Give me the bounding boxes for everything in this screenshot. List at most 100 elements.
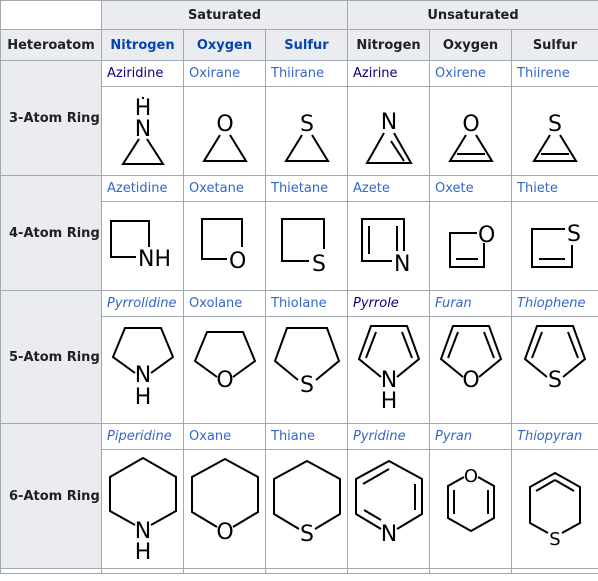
svg-text:N: N [380,522,396,547]
svg-text:H: H [134,385,151,410]
structure-oxete[interactable]: O [429,201,513,291]
svg-text:S: S [300,373,314,398]
group-header-unsaturated: Unsaturated [347,0,598,30]
structure-furan[interactable]: O [429,316,513,424]
link-thiane[interactable]: Thiane [264,423,349,450]
structure-oxetane[interactable]: O [183,201,266,291]
structure-thiirane[interactable]: S [264,86,349,176]
svg-text:O: O [229,249,246,274]
link-oxete[interactable]: Oxete [429,175,513,202]
oxirane-structure-image: O [201,112,248,162]
structure-azetidine[interactable]: NH [101,201,184,291]
column-header-unsat-oxygen: Oxygen [429,29,513,61]
column-header-sat-nitrogen[interactable]: Nitrogen [101,29,184,61]
link-oxirene[interactable]: Oxirene [429,60,513,87]
svg-text:O: O [216,520,233,545]
structure-oxirene[interactable]: O [429,86,513,176]
structure-thiolane[interactable]: S [264,316,349,424]
svg-text:O: O [462,368,479,393]
structure-aziridine[interactable]: H N [101,86,184,176]
structure-oxane[interactable]: O [183,449,266,569]
link-furan[interactable]: Furan [429,290,513,317]
link-thiirene[interactable]: Thiirene [511,60,598,87]
svg-text:N: N [394,252,410,277]
svg-text:S: S [300,112,314,137]
structure-thietane[interactable]: S [264,201,349,291]
svg-text:S: S [549,529,560,550]
structure-thiirene[interactable]: S [511,86,598,176]
svg-text:NH: NH [138,247,171,272]
structure-pyridine[interactable]: N [347,449,431,569]
column-header-unsat-nitrogen: Nitrogen [347,29,431,61]
link-thiolane[interactable]: Thiolane [264,290,349,317]
corner-cell [0,0,102,30]
column-header-sat-sulfur[interactable]: Sulfur [264,29,349,61]
row-header-4-atom-ring: 4-Atom Ring [0,175,102,291]
svg-text:H: H [134,96,151,121]
structure-pyran[interactable]: O [429,449,513,569]
link-oxane[interactable]: Oxane [183,423,266,450]
structure-thiete[interactable]: S [511,201,598,291]
structure-oxirane[interactable]: O [183,86,266,176]
structure-azirine[interactable]: N [347,86,431,176]
svg-text:O: O [462,112,479,137]
structure-thiophene[interactable]: S [511,316,598,424]
thiophene-structure-image: S [523,325,587,393]
svg-text:N: N [380,110,396,135]
oxete-structure-image: O [448,223,495,268]
link-oxolane[interactable]: Oxolane [183,290,266,317]
oxirene-structure-image: O [447,112,494,162]
svg-text:S: S [548,368,562,393]
azirine-structure-image: N [364,110,413,164]
link-pyrrole[interactable]: Pyrrole [347,290,431,317]
link-thiete[interactable]: Thiete [511,175,598,202]
link-oxetane[interactable]: Oxetane [183,175,266,202]
row-header-3-atom-ring: 3-Atom Ring [0,60,102,176]
thiete-structure-image: S [531,222,581,268]
thiirene-structure-image: S [532,112,578,162]
oxolane-structure-image: O [193,331,256,393]
link-azirine[interactable]: Azirine [347,60,431,87]
link-azetidine[interactable]: Azetidine [101,175,184,202]
svg-text:H: H [134,540,151,565]
svg-text:O: O [216,368,233,393]
link-thiophene[interactable]: Thiophene [511,290,598,317]
structure-thiopyran[interactable]: S [511,449,598,569]
link-azete[interactable]: Azete [347,175,431,202]
structure-pyrrole[interactable]: N H [347,316,431,424]
structure-pyrrolidine[interactable]: N H [101,316,184,424]
column-header-sat-oxygen[interactable]: Oxygen [183,29,266,61]
structure-thiane[interactable]: S [264,449,349,569]
svg-text:O: O [478,223,495,248]
svg-text:N: N [380,368,396,393]
structure-oxolane[interactable]: O [183,316,266,424]
link-piperidine[interactable]: Piperidine [101,423,184,450]
thietane-structure-image: S [280,218,325,277]
cut-off-row [0,568,102,574]
svg-text:O: O [463,466,477,487]
link-aziridine[interactable]: Aziridine [101,60,184,87]
structure-piperidine[interactable]: N H [101,449,184,569]
pyrrolidine-structure-image: N H [111,327,174,410]
link-pyridine[interactable]: Pyridine [347,423,431,450]
link-pyran[interactable]: Pyran [429,423,513,450]
svg-text:S: S [548,112,562,137]
column-header-unsat-sulfur: Sulfur [511,29,598,61]
svg-text:O: O [216,112,233,137]
row-header-5-atom-ring: 5-Atom Ring [0,290,102,424]
piperidine-structure-image: N H [108,456,177,565]
aziridine-structure-image: H N [120,96,165,165]
link-pyrrolidine[interactable]: Pyrrolidine [101,290,184,317]
link-oxirane[interactable]: Oxirane [183,60,266,87]
structure-azete[interactable]: N [347,201,431,291]
group-header-saturated: Saturated [100,0,349,30]
link-thietane[interactable]: Thietane [264,175,349,202]
azete-structure-image: N [360,218,410,277]
thiane-structure-image: S [272,459,341,547]
column-header-heteroatom: Heteroatom [0,29,102,61]
link-thiopyran[interactable]: Thiopyran [511,423,598,450]
svg-text:S: S [567,222,581,247]
link-thiirane[interactable]: Thiirane [264,60,349,87]
thiopyran-structure-image: S [529,471,582,550]
